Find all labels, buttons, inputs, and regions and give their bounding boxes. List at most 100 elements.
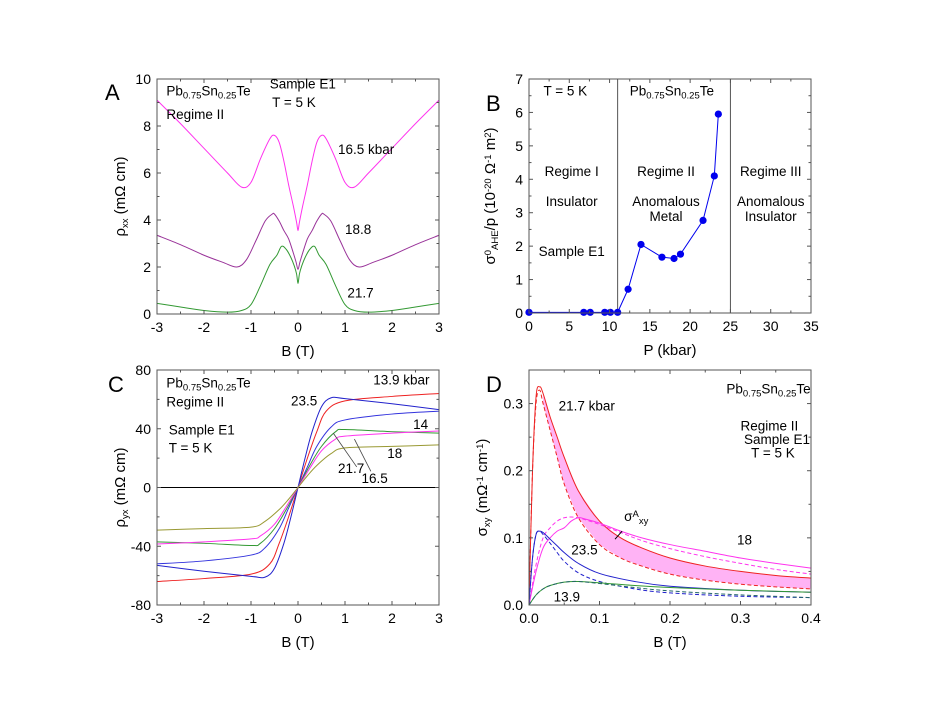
x-tick-label: 3 — [435, 319, 443, 335]
x-tick-label: 0 — [294, 610, 302, 626]
annotation-label: Pb0.75Sn0.25Te — [726, 382, 810, 400]
x-tick-label: 30 — [763, 318, 779, 334]
y-tick-label: -40 — [131, 538, 151, 554]
y-tick-label: 3 — [515, 205, 523, 221]
annotation-label: Metal — [649, 209, 682, 224]
annotation-label: 23.5 — [291, 393, 317, 408]
data-point — [710, 172, 718, 180]
data-point — [670, 254, 678, 263]
x-tick-label: 3 — [435, 610, 443, 626]
series-13.9 — [529, 580, 811, 605]
x-tick-label: 2 — [388, 319, 396, 335]
x-tick-label: 15 — [642, 318, 658, 334]
data-point — [699, 216, 707, 225]
x-tick-label: 0 — [294, 319, 302, 335]
series-21.7-kbar — [529, 386, 811, 605]
annotation-label: 16.5 kbar — [338, 142, 395, 157]
x-tick-label: -1 — [245, 319, 258, 335]
x-tick-label: 0.3 — [731, 610, 751, 626]
annotation-label: Pb0.75Sn0.25Te — [630, 84, 714, 102]
x-tick-label: 1 — [341, 319, 349, 335]
y-tick-label: 0 — [515, 305, 523, 321]
annotation-label: 16.5 — [361, 471, 387, 486]
data-point — [658, 253, 666, 261]
panel-letter: C — [108, 372, 124, 397]
annotation-label: Regime II — [637, 164, 695, 179]
leader-line-sigma-a — [614, 530, 623, 540]
y-tick-label: 0 — [143, 480, 151, 496]
data-point — [624, 285, 632, 293]
x-tick-label: 25 — [723, 318, 739, 334]
annotation-label: 18.8 — [345, 222, 371, 237]
x-tick-label: -2 — [198, 610, 211, 626]
data-point — [601, 308, 609, 316]
data-point — [586, 308, 594, 316]
y-tick-label: 2 — [143, 259, 151, 275]
y-tick-label: 80 — [135, 362, 151, 378]
x-tick-label: 0.2 — [660, 610, 680, 626]
x-tick-label: 0.1 — [590, 610, 610, 626]
x-axis-label: B (T) — [281, 343, 314, 360]
panel-letter: B — [486, 91, 501, 116]
x-tick-label: 10 — [602, 318, 618, 334]
shaded-anomalous-region — [543, 393, 811, 589]
data-point — [614, 308, 622, 316]
y-tick-label: 40 — [135, 421, 151, 437]
annotation-label: 21.7 — [338, 461, 364, 476]
x-tick-label: 1 — [341, 610, 349, 626]
y-tick-label: 0.3 — [504, 396, 524, 412]
series-18 — [529, 517, 811, 605]
annotation-label: Sample E1 — [744, 432, 810, 447]
x-tick-label: -3 — [151, 319, 164, 335]
x-tick-label: 5 — [565, 318, 573, 334]
x-axis-label: P (kbar) — [643, 342, 696, 359]
annotation-label: Regime II — [166, 395, 224, 410]
panel-b-ahe-vs-pressure: B 0 5 10 15 20 25 30 35 0 1 2 3 4 5 6 7 P (kbar) σ0AHE/p (… — [482, 71, 819, 359]
annotation-label: σAxy — [624, 509, 648, 528]
panel-c-hall-resistivity: C -3 -2 -1 0 1 2 3 -80 -40 0 40 80 B (T) ρyx (mΩ cm) Pb… — [108, 362, 443, 651]
series-18-dashed- — [529, 516, 811, 605]
data-point — [637, 240, 645, 249]
annotation-label: T = 5 K — [751, 445, 795, 460]
annotation-label: Pb0.75Sn0.25Te — [166, 83, 250, 101]
annotation-label: Regime I — [545, 164, 599, 179]
y-tick-label: 4 — [143, 212, 151, 228]
panel-a-resistivity-xx: A -3 -2 -1 0 1 2 3 0 2 4 6 8 10 B (T) ρxx (mΩ cm) Pb0.75… — [105, 71, 443, 360]
y-axis-label: ρxx (mΩ cm) — [112, 156, 131, 236]
x-tick-label: -3 — [151, 610, 164, 626]
data-point — [714, 110, 722, 118]
leader-line-21-7 — [332, 432, 358, 468]
annotation-label: Sample E1 — [270, 76, 336, 91]
x-tick-label: -2 — [198, 319, 211, 335]
y-tick-label: 2 — [515, 238, 523, 254]
annotation-label: T = 5 K — [169, 440, 213, 455]
annotation-label: Sample E1 — [169, 423, 235, 438]
x-axis-label: B (T) — [281, 634, 314, 651]
data-point — [676, 250, 685, 258]
annotation-label: 23.5 — [571, 543, 597, 558]
annotation-label: Insulator — [745, 209, 797, 224]
annotation-label: 21.7 — [347, 286, 373, 301]
series-21.7-kbar-dashed- — [529, 389, 811, 605]
annotation-label: Anomalous — [632, 194, 700, 209]
series-sample-e1 — [529, 114, 719, 313]
panel-d-hall-conductivity: D 0.0 0.1 0.2 0.3 0.4 0.0 0.1 0.2 0.3 B (T) σxy (mΩ… — [474, 369, 821, 651]
x-axis-label: B (T) — [653, 634, 686, 651]
annotation-label: 18 — [737, 533, 752, 548]
series-16.5-kbar — [157, 99, 439, 232]
annotation-label: Pb0.75Sn0.25Te — [166, 376, 250, 394]
panel-letter: D — [486, 372, 502, 397]
x-tick-label: 0.0 — [519, 610, 539, 626]
x-tick-label: 0.4 — [801, 610, 821, 626]
annotation-label: Regime II — [166, 107, 224, 122]
panel-letter: A — [105, 80, 120, 105]
annotation-label: 13.9 kbar — [373, 373, 430, 388]
data-point — [606, 308, 614, 316]
annotation-label: Regime II — [741, 418, 799, 433]
annotation-label: Sample E1 — [539, 244, 605, 259]
y-tick-label: 6 — [143, 165, 151, 181]
x-tick-label: 20 — [682, 318, 698, 334]
leader-line-16-5 — [354, 438, 372, 472]
annotation-label: 18 — [387, 446, 402, 461]
